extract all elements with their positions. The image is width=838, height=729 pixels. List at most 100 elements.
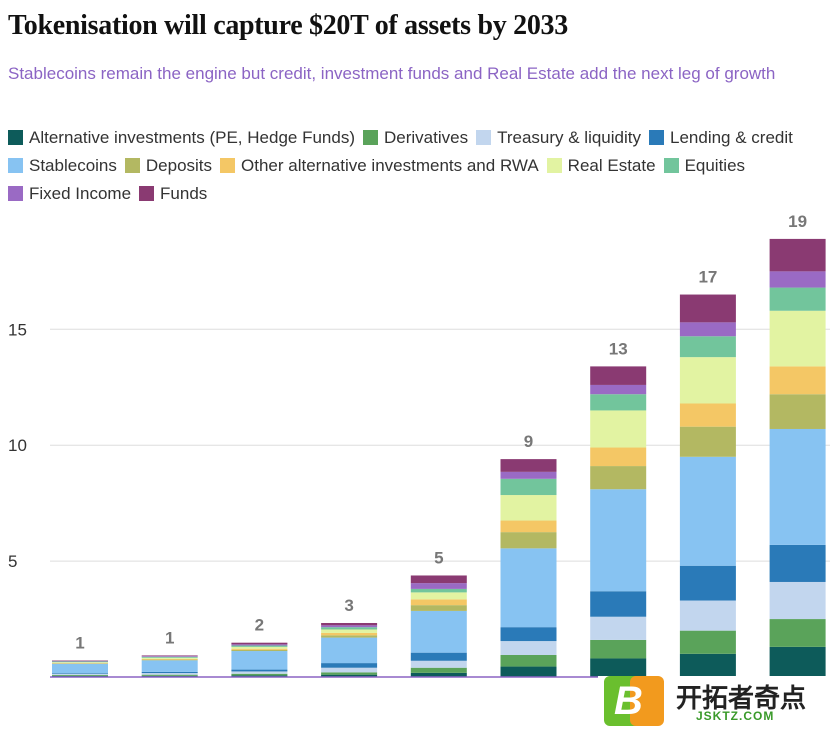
bar-segment (500, 641, 557, 655)
legend-item: Real Estate (546, 152, 656, 180)
bar-segment (590, 466, 647, 490)
bar-segment (52, 663, 108, 674)
bar-total-label: 5 (434, 548, 443, 567)
bar-segment (52, 674, 108, 676)
legend-item: Alternative investments (PE, Hedge Funds… (8, 124, 355, 152)
watermark: B 开拓者奇点 JSKTZ.COM (598, 676, 838, 729)
legend-label: Stablecoins (29, 156, 117, 175)
legend-swatch (124, 158, 140, 173)
bar-segment (410, 605, 467, 611)
bar-segment (410, 599, 467, 606)
bar-segment (679, 653, 736, 677)
bar-segment (500, 471, 557, 479)
bar-segment (141, 658, 198, 660)
bar-segment (500, 666, 557, 677)
bar-segment (679, 294, 736, 323)
chart-title: Tokenisation will capture $20T of assets… (8, 10, 568, 41)
legend-label: Funds (160, 184, 208, 203)
bar-segment (769, 619, 826, 647)
bar-segment (500, 532, 557, 549)
bar-segment (769, 428, 826, 545)
bar-segment (231, 649, 288, 652)
bar-segment (141, 659, 198, 661)
bar-segment (52, 673, 108, 674)
bar-segment (231, 648, 288, 650)
watermark-subtext: JSKTZ.COM (696, 709, 775, 723)
bar-segment (410, 672, 467, 677)
bar-segment (590, 639, 647, 659)
bar-total-label: 17 (698, 268, 717, 287)
bar-total-label: 1 (165, 628, 174, 647)
bar-segment (410, 588, 467, 593)
bar-segment (590, 394, 647, 411)
legend-swatch (8, 158, 23, 173)
bar-segment (231, 673, 288, 676)
bar-segment (590, 384, 647, 395)
bar-segment (500, 627, 557, 642)
legend-label: Equities (684, 156, 746, 175)
bar-segment (321, 637, 378, 664)
bar-segment (679, 630, 736, 654)
bar-segment (679, 565, 736, 601)
bar-segment (500, 459, 557, 472)
bar-total-label: 9 (524, 432, 533, 451)
bar-segment (321, 622, 378, 626)
legend-label: Lending & credit (670, 128, 793, 147)
bar-segment (590, 366, 647, 385)
bar-segment (590, 658, 647, 677)
bar-segment (321, 635, 378, 638)
legend-swatch (546, 158, 562, 173)
bar-segment (231, 646, 288, 649)
bar-segment (769, 581, 826, 620)
legend-swatch (8, 186, 23, 201)
bar-segment (590, 591, 647, 617)
bar-segment (769, 287, 826, 311)
bar-segment (769, 271, 826, 288)
bar-segment (321, 632, 378, 636)
legend-label: Real Estate (567, 156, 656, 175)
bar-segment (231, 669, 288, 672)
bar-segment (321, 672, 378, 675)
bar-segment (231, 651, 288, 670)
bar-segment (769, 646, 826, 677)
bar-segment (769, 544, 826, 582)
legend-item: Funds (139, 180, 207, 208)
y-tick-label: 5 (8, 552, 17, 571)
watermark-text: 开拓者奇点 (676, 683, 807, 713)
bar-segment (500, 548, 557, 628)
bar-segment (231, 644, 288, 646)
bar-segment (231, 645, 288, 647)
legend-swatch (362, 130, 378, 145)
bar-segment (52, 673, 108, 675)
bar-segment (141, 660, 198, 672)
bar-segment (769, 394, 826, 429)
bar-segment (590, 447, 647, 467)
stacked-bar-chart: 5101512025120262202732028520299203013171… (8, 215, 830, 678)
legend-swatch (649, 130, 664, 145)
bar-segment (679, 600, 736, 631)
bar-segment (679, 403, 736, 427)
legend-label: Fixed Income (29, 184, 132, 203)
legend-swatch (8, 130, 23, 145)
legend-swatch (476, 130, 492, 145)
bar-segment (141, 673, 198, 675)
bar-segment (769, 310, 826, 367)
chart-legend: Alternative investments (PE, Hedge Funds… (8, 124, 828, 208)
legend-item: Deposits (124, 152, 212, 180)
bar-total-label: 13 (609, 339, 628, 358)
legend-swatch (663, 158, 679, 173)
bar-total-label: 19 (788, 215, 807, 231)
bar-total-label: 2 (255, 616, 264, 635)
bar-segment (500, 478, 557, 496)
legend-label: Derivatives (383, 128, 469, 147)
bar-segment (769, 238, 826, 272)
bar-segment (231, 642, 288, 645)
bar-segment (500, 520, 557, 533)
bar-segment (769, 366, 826, 395)
bar-segment (321, 667, 378, 673)
bar-segment (590, 410, 647, 448)
bar-segment (410, 652, 467, 661)
bar-segment (679, 322, 736, 337)
bar-segment (141, 655, 198, 657)
bar-segment (590, 616, 647, 640)
